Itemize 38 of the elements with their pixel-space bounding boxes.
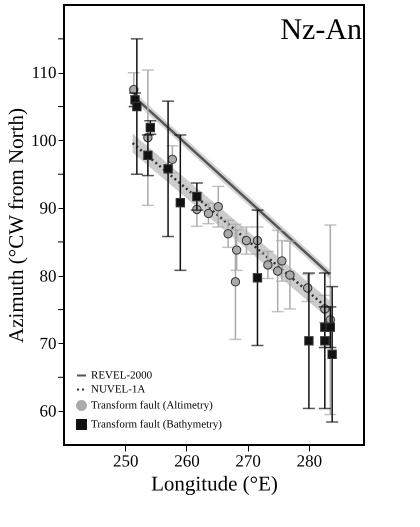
point: [204, 208, 214, 218]
point: [285, 270, 295, 280]
point: [242, 236, 252, 246]
y-axis-title: Azimuth (°CW from North): [4, 108, 28, 343]
point: [132, 102, 142, 112]
y-tick-label: 60: [40, 402, 56, 421]
point: [252, 273, 262, 282]
point: [192, 192, 202, 202]
x-tick-label: 270: [235, 452, 261, 470]
point: [223, 229, 233, 238]
point: [320, 336, 330, 346]
point: [143, 150, 153, 160]
point: [176, 198, 186, 208]
y-tick-label: 70: [40, 334, 56, 353]
y-tick-label: 110: [32, 63, 56, 82]
point: [272, 266, 282, 276]
legend-label: NUVEL-1A: [91, 384, 146, 396]
y-tick-label: 80: [40, 266, 56, 286]
x-tick-label: 280: [296, 452, 322, 470]
point: [168, 154, 178, 164]
point: [232, 245, 242, 255]
point: [230, 277, 240, 287]
x-axis-title: Longitude (°E): [151, 472, 278, 496]
legend-label: Transform fault (Altimetry): [91, 400, 214, 412]
point: [277, 256, 287, 266]
point: [326, 322, 336, 332]
point: [304, 336, 314, 346]
x-tick-label: 260: [174, 452, 200, 470]
point: [263, 260, 273, 270]
y-tick-label: 100: [31, 130, 56, 150]
point: [327, 350, 337, 359]
legend-label: REVEL-2000: [91, 370, 153, 382]
point: [214, 202, 223, 212]
chart-title: Nz-An: [280, 13, 362, 46]
legend-label: Transform fault (Bathymetry): [91, 418, 222, 430]
point: [163, 164, 173, 174]
x-tick-label: 250: [112, 452, 138, 470]
y-tick-label: 90: [40, 198, 56, 218]
